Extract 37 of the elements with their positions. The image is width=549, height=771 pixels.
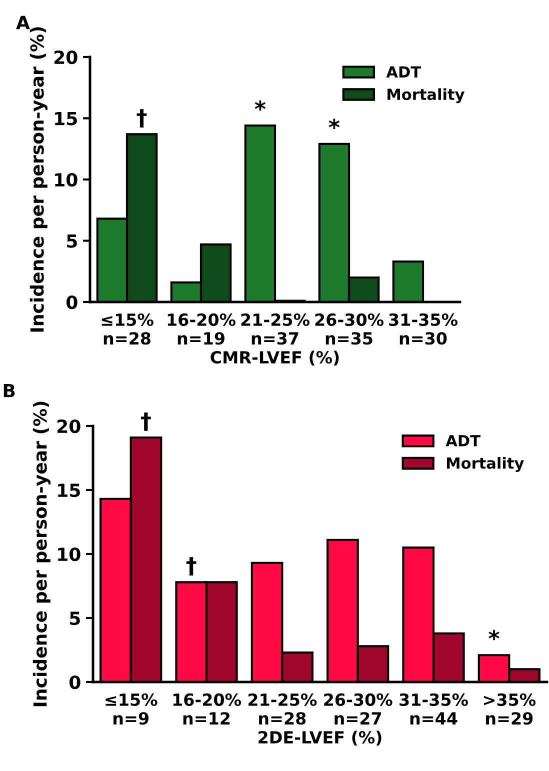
x-tick-label: 16-20% n=19 [168,313,236,345]
y-tick-label: 5 [67,234,77,248]
legend-label: Mortality [388,88,464,104]
legend-label: Mortality [446,457,524,472]
x-tick-label: 26-30% n=27 [324,693,392,724]
legend-label: ADT [386,66,422,78]
y-tick-label: 15 [55,112,77,126]
y-tick-label: 20 [54,50,78,64]
x-axis-title: 2DE-LVEF (%) [258,730,382,746]
annotation: * [328,118,340,130]
y-tick-label: 10 [58,547,80,562]
x-tick-label: 21-25% n=37 [241,313,310,345]
x-tick-label: >35% n=29 [484,693,536,725]
x-tick-label: 31-35% n=44 [400,693,468,724]
x-tick-label: 31-35% n=30 [389,313,458,345]
annotation: † [140,412,151,431]
x-axis-title: CMR-LVEF (%) [210,350,339,366]
y-tick-label: 0 [66,295,78,310]
x-tick-label: 26-30% n=35 [315,313,384,345]
y-tick-label: 20 [57,419,80,434]
y-axis-title: Incidence per person-year (%) [30,27,48,332]
y-tick-label: 15 [58,484,80,498]
x-tick-label: ≤15% n=28 [102,313,154,345]
x-tick-label: 16-20% n=12 [173,693,241,724]
y-tick-label: 0 [69,675,80,690]
y-axis-title: Incidence per person-year (%) [32,402,51,706]
chart-title: A [16,16,30,30]
chart-title: B [4,384,15,398]
annotation: * [488,630,500,640]
y-tick-label: 5 [70,612,80,626]
annotation: † [186,557,196,576]
x-tick-label: ≤15% n=9 [106,693,158,725]
y-tick-label: 10 [55,172,78,187]
annotation: * [254,100,266,111]
legend-label: ADT [446,435,480,446]
annotation: † [136,109,147,128]
x-tick-label: 21-25% n=28 [248,693,317,725]
